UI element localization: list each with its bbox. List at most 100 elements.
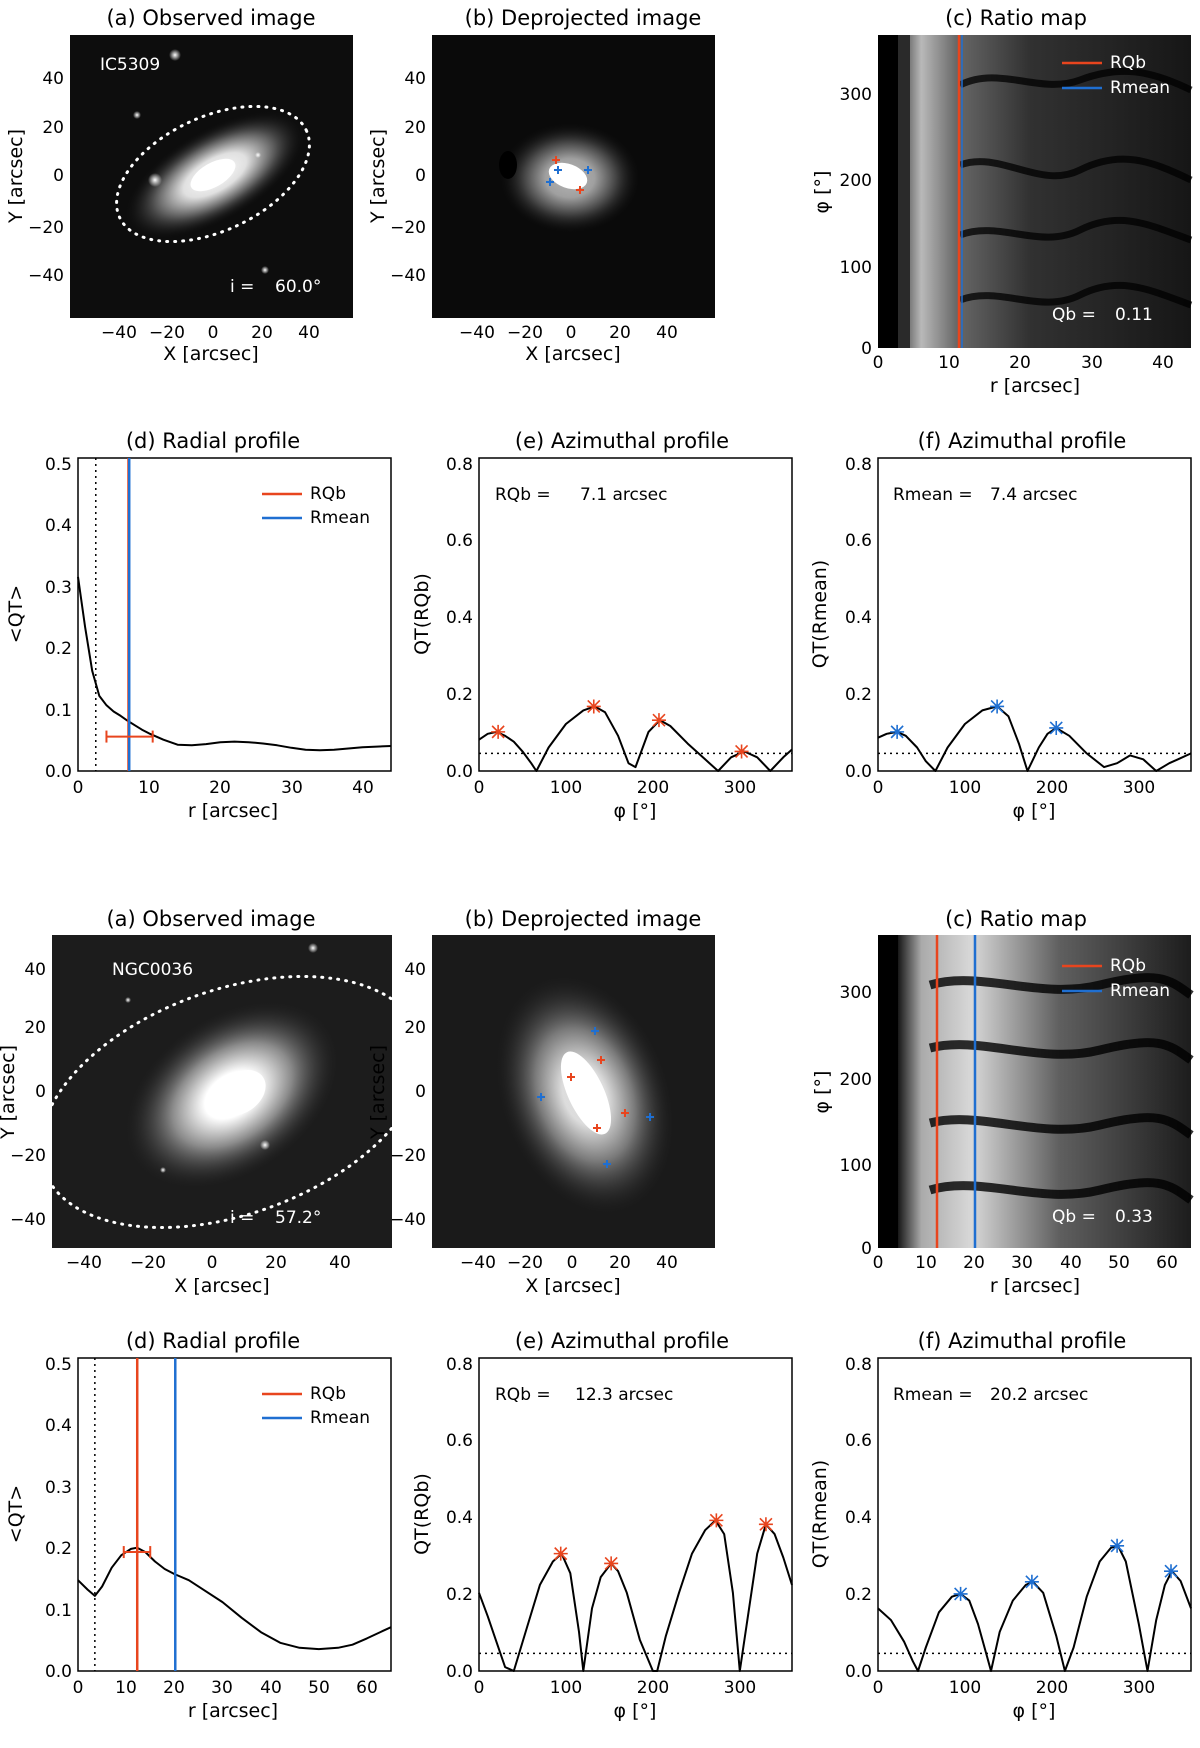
qb-label: Qb = — [1052, 1207, 1096, 1227]
y-axis-label: QT(RQb) — [411, 1473, 433, 1555]
peak-marker — [734, 744, 749, 759]
star — [255, 152, 261, 158]
tick-label: −20 — [390, 1146, 426, 1166]
bar-markers-blue — [546, 166, 592, 186]
plot-frame — [478, 1357, 793, 1672]
peak-marker — [758, 1517, 773, 1532]
tick-label: 0 — [53, 166, 64, 186]
legend: RQb Rmean — [1062, 956, 1170, 1001]
y-ticks: −40 −20 0 20 40 — [390, 960, 426, 1230]
ratio-map-contours — [958, 67, 1193, 309]
group-ngc0036: (a) Observed image NGC0036 i = 57.2° −40… — [0, 907, 1194, 1722]
profile-line — [77, 1546, 392, 1651]
plot-frame — [478, 457, 793, 772]
marker — [554, 166, 562, 174]
tick-label: −20 — [507, 323, 543, 343]
legend: RQb Rmean — [1062, 53, 1170, 98]
panel-title: (e) Azimuthal profile — [515, 1329, 729, 1353]
x-ticks: 0 10 20 30 40 — [873, 353, 1174, 373]
tick-label: 20 — [1009, 353, 1031, 373]
tick-label: 200 — [637, 778, 669, 798]
y-ticks: 0.0 0.1 0.2 0.3 0.4 0.5 — [45, 455, 72, 782]
tick-label: 0.6 — [446, 1431, 473, 1451]
tick-label: 40 — [260, 1678, 282, 1698]
x-axis-label: X [arcsec] — [525, 1275, 620, 1297]
tick-label: −20 — [10, 1146, 46, 1166]
isophote-ellipse — [38, 974, 426, 1230]
peak-marker — [1049, 720, 1064, 735]
y-axis-label: QT(Rmean) — [809, 1460, 831, 1568]
tick-label: 30 — [1011, 1253, 1033, 1273]
y-ticks: 0.0 0.2 0.4 0.6 0.8 — [845, 1355, 872, 1682]
marker — [584, 166, 592, 174]
tick-label: 0 — [35, 1082, 46, 1102]
tick-label: 40 — [404, 960, 426, 980]
tick-label: 0 — [873, 353, 884, 373]
y-axis-label: <QT> — [5, 585, 27, 643]
plot-frame — [77, 1357, 392, 1672]
ratio-map-contours — [928, 973, 1194, 1204]
legend-label-rqb: RQb — [310, 1384, 346, 1404]
tick-label: 40 — [1152, 353, 1174, 373]
x-ticks: 0 100 200 300 — [474, 1678, 757, 1698]
star — [125, 997, 131, 1003]
peak-marker — [1110, 1538, 1125, 1553]
star — [260, 1140, 270, 1150]
tick-label: 30 — [281, 778, 303, 798]
legend-label-rqb: RQb — [1110, 53, 1146, 73]
tick-label: 0.3 — [45, 1478, 72, 1498]
x-axis-label: φ [°] — [614, 1700, 657, 1722]
tick-label: 20 — [42, 118, 64, 138]
tick-label: 0.0 — [845, 1662, 872, 1682]
x-axis-label: X [arcsec] — [525, 343, 620, 365]
bar-markers-blue — [537, 1027, 654, 1168]
peak-marker — [709, 1513, 724, 1528]
legend: RQb Rmean — [262, 1384, 370, 1428]
tick-label: 10 — [115, 1678, 137, 1698]
legend: RQb Rmean — [262, 484, 370, 528]
annotation-value: 20.2 arcsec — [990, 1385, 1088, 1405]
x-axis-label: φ [°] — [1013, 1700, 1056, 1722]
panel-title: (f) Azimuthal profile — [918, 1329, 1127, 1353]
plot-frame — [877, 457, 1192, 772]
legend-label-rqb: RQb — [1110, 956, 1146, 976]
tick-label: −40 — [390, 266, 426, 286]
tick-label: −20 — [149, 323, 185, 343]
tick-label: 200 — [840, 1070, 872, 1090]
tick-label: 30 — [211, 1678, 233, 1698]
inclination-value: 57.2° — [275, 1208, 321, 1228]
tick-label: 0 — [415, 1082, 426, 1102]
plot-frame — [877, 1357, 1192, 1672]
tick-label: 0 — [567, 1253, 578, 1273]
y-ticks: 0 100 200 300 — [840, 983, 872, 1259]
tick-label: 200 — [1036, 778, 1068, 798]
panel-c-ratio-map: (c) Ratio map RQb Rmean Qb = 0.11 0 — [811, 6, 1193, 397]
marker — [646, 1113, 654, 1121]
y-axis-label: <QT> — [5, 1485, 27, 1543]
tick-label: 20 — [251, 323, 273, 343]
x-ticks: 0 100 200 300 — [873, 778, 1156, 798]
tick-label: 0.2 — [845, 685, 872, 705]
bar-markers-red — [552, 156, 584, 194]
panel-title: (a) Observed image — [106, 907, 315, 931]
tick-label: 10 — [138, 778, 160, 798]
tick-label: 0 — [873, 778, 884, 798]
tick-label: 20 — [24, 1018, 46, 1038]
x-axis-label: r [arcsec] — [990, 375, 1080, 397]
tick-label: 0.0 — [45, 762, 72, 782]
y-axis-label: Y [arcsec] — [5, 129, 27, 224]
tick-label: −20 — [390, 218, 426, 238]
x-axis-label: X [arcsec] — [174, 1275, 269, 1297]
tick-label: −40 — [28, 266, 64, 286]
qb-label: Qb = — [1052, 305, 1096, 325]
tick-label: 0.8 — [446, 1355, 473, 1375]
tick-label: 0.0 — [446, 1662, 473, 1682]
tick-label: 100 — [840, 1156, 872, 1176]
tick-label: 0 — [73, 778, 84, 798]
tick-label: −40 — [460, 1253, 496, 1273]
tick-label: 10 — [915, 1253, 937, 1273]
annotation-label: Rmean = — [893, 1385, 973, 1405]
tick-label: 40 — [1060, 1253, 1082, 1273]
legend-label-rqb: RQb — [310, 484, 346, 504]
chart-plot-area — [77, 458, 392, 771]
